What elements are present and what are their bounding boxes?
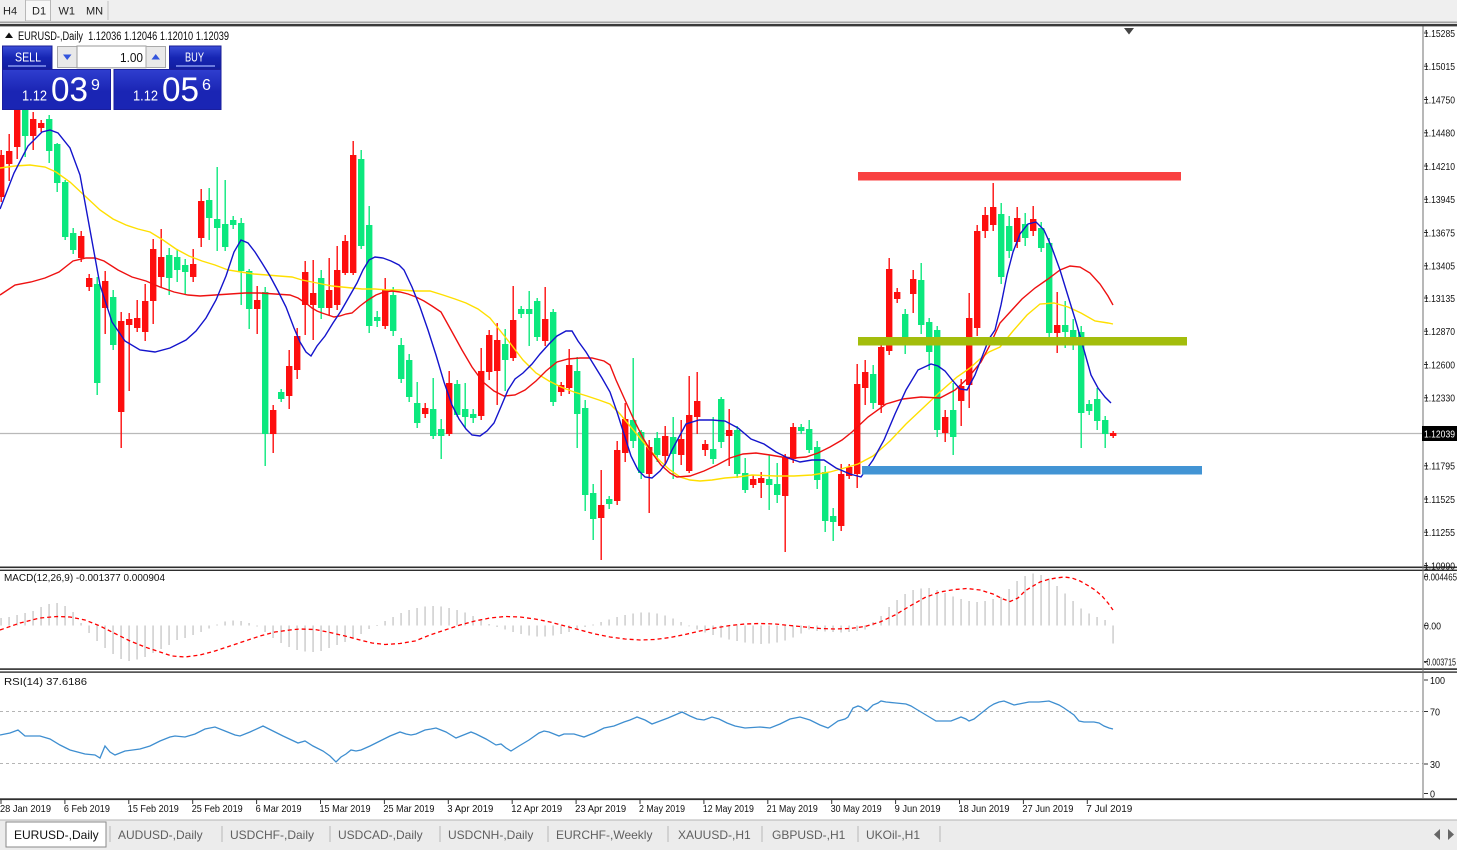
svg-text:EURCHF-,Weekly: EURCHF-,Weekly <box>556 828 652 842</box>
svg-text:1.14750: 1.14750 <box>1424 94 1455 106</box>
svg-text:30: 30 <box>1430 759 1440 771</box>
svg-text:1.12330: 1.12330 <box>1424 393 1455 405</box>
svg-text:1.12039: 1.12039 <box>1424 429 1455 441</box>
svg-text:0: 0 <box>1430 788 1435 800</box>
svg-text:RSI(14) 37.6186: RSI(14) 37.6186 <box>4 676 87 688</box>
svg-text:9 Jun 2019: 9 Jun 2019 <box>895 803 941 815</box>
svg-text:05: 05 <box>162 71 199 109</box>
svg-text:1.13945: 1.13945 <box>1424 194 1455 206</box>
svg-text:-0.003715: -0.003715 <box>1424 656 1456 668</box>
svg-text:12 Apr 2019: 12 Apr 2019 <box>511 803 562 815</box>
svg-text:UKOil-,H1: UKOil-,H1 <box>866 828 920 842</box>
svg-text:21 May 2019: 21 May 2019 <box>767 803 818 815</box>
svg-text:1.15285: 1.15285 <box>1424 28 1455 40</box>
svg-text:30 May 2019: 30 May 2019 <box>831 803 882 815</box>
svg-text:BUY: BUY <box>185 51 204 65</box>
svg-text:23 Apr 2019: 23 Apr 2019 <box>575 803 626 815</box>
svg-text:6 Feb 2019: 6 Feb 2019 <box>64 803 110 815</box>
svg-text:USDCHF-,Daily: USDCHF-,Daily <box>230 828 314 842</box>
svg-text:15 Mar 2019: 15 Mar 2019 <box>320 803 371 815</box>
svg-text:25 Feb 2019: 25 Feb 2019 <box>192 803 243 815</box>
svg-text:AUDUSD-,Daily: AUDUSD-,Daily <box>118 828 203 842</box>
svg-text:1.13405: 1.13405 <box>1424 261 1455 273</box>
svg-text:1.15015: 1.15015 <box>1424 61 1455 73</box>
svg-text:03: 03 <box>51 71 88 109</box>
svg-text:1.14210: 1.14210 <box>1424 161 1455 173</box>
svg-text:EURUSD-,Daily 1.12036 1.12046: EURUSD-,Daily 1.12036 1.12046 1.12010 1.… <box>18 31 229 43</box>
svg-text:MN: MN <box>86 6 103 18</box>
svg-text:7 Jul 2019: 7 Jul 2019 <box>1086 803 1132 815</box>
svg-text:H4: H4 <box>3 6 17 18</box>
svg-text:GBPUSD-,H1: GBPUSD-,H1 <box>772 828 846 842</box>
svg-text:15 Feb 2019: 15 Feb 2019 <box>128 803 179 815</box>
svg-text:1.11525: 1.11525 <box>1424 494 1455 506</box>
svg-text:12 May 2019: 12 May 2019 <box>703 803 754 815</box>
svg-text:1.10990: 1.10990 <box>1424 560 1455 572</box>
svg-text:D1: D1 <box>32 6 46 18</box>
svg-text:USDCNH-,Daily: USDCNH-,Daily <box>448 828 533 842</box>
svg-text:EURUSD-,Daily: EURUSD-,Daily <box>14 828 99 842</box>
svg-text:25 Mar 2019: 25 Mar 2019 <box>383 803 434 815</box>
svg-text:XAUUSD-,H1: XAUUSD-,H1 <box>678 828 751 842</box>
svg-text:27 Jun 2019: 27 Jun 2019 <box>1022 803 1073 815</box>
svg-text:1.11795: 1.11795 <box>1424 461 1455 473</box>
svg-text:W1: W1 <box>59 6 76 18</box>
svg-text:1.12: 1.12 <box>22 89 47 105</box>
svg-text:1.11255: 1.11255 <box>1424 527 1455 539</box>
svg-text:1.14480: 1.14480 <box>1424 128 1455 140</box>
svg-text:2 May 2019: 2 May 2019 <box>639 803 685 815</box>
svg-text:MACD(12,26,9) -0.001377 0.0009: MACD(12,26,9) -0.001377 0.000904 <box>4 572 165 584</box>
svg-text:18 Jun 2019: 18 Jun 2019 <box>959 803 1010 815</box>
svg-text:0.00: 0.00 <box>1424 620 1441 632</box>
svg-text:70: 70 <box>1430 706 1440 718</box>
svg-text:USDCAD-,Daily: USDCAD-,Daily <box>338 828 423 842</box>
svg-text:1.12600: 1.12600 <box>1424 359 1455 371</box>
svg-text:6: 6 <box>202 77 211 94</box>
svg-text:9: 9 <box>91 77 100 94</box>
svg-text:3 Apr 2019: 3 Apr 2019 <box>447 803 493 815</box>
svg-text:SELL: SELL <box>15 51 41 65</box>
svg-text:1.13675: 1.13675 <box>1424 227 1455 239</box>
svg-text:1.13135: 1.13135 <box>1424 293 1455 305</box>
svg-text:1.00: 1.00 <box>120 50 143 65</box>
svg-text:1.12870: 1.12870 <box>1424 326 1455 338</box>
svg-text:100: 100 <box>1430 675 1445 687</box>
svg-text:0.004465: 0.004465 <box>1424 571 1457 583</box>
svg-text:1.12: 1.12 <box>133 89 158 105</box>
svg-text:28 Jan 2019: 28 Jan 2019 <box>0 803 51 815</box>
svg-text:6 Mar 2019: 6 Mar 2019 <box>256 803 302 815</box>
